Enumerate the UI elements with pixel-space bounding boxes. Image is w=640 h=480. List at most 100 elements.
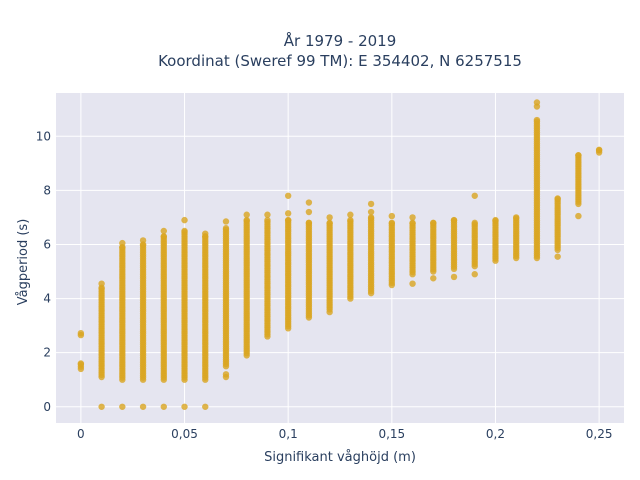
y-tick-label-3: 6	[43, 237, 51, 251]
data-column-1	[98, 280, 105, 410]
data-point	[595, 146, 603, 154]
data-point	[222, 218, 230, 225]
data-point	[305, 199, 313, 206]
data-point	[98, 280, 105, 287]
data-markers	[77, 99, 603, 410]
data-point	[575, 212, 582, 220]
data-point	[471, 271, 478, 278]
data-column-21	[513, 214, 520, 262]
tick-labels: 0 0,05 0,1 0,15 0,2 0,25 0 2 4 6 8 10	[36, 129, 613, 441]
data-column-12	[326, 214, 333, 316]
y-axis-title: Vågperiod (s)	[16, 219, 31, 306]
data-column-5	[181, 216, 188, 410]
data-point	[243, 216, 250, 224]
data-point	[98, 403, 105, 410]
data-point	[160, 233, 167, 240]
data-point	[284, 192, 292, 199]
data-column-2	[119, 239, 126, 410]
data-point	[202, 230, 209, 237]
y-tick-label-0: 0	[43, 400, 51, 414]
data-column-0	[77, 329, 85, 373]
data-point	[264, 211, 271, 218]
data-point	[430, 275, 437, 282]
chart-title-line-2: Koordinat (Sweref 99 TM): E 354402, N 62…	[158, 52, 522, 70]
data-point	[139, 403, 147, 410]
x-tick-label-3: 0,15	[378, 427, 405, 441]
data-point	[430, 219, 437, 227]
data-point	[533, 116, 541, 124]
data-column-9	[264, 211, 271, 340]
data-point	[222, 371, 230, 378]
data-column-19	[471, 192, 478, 278]
data-point	[305, 219, 313, 227]
data-column-4	[160, 227, 167, 410]
data-column-20	[492, 216, 499, 264]
data-point	[533, 99, 541, 106]
data-point	[575, 152, 582, 159]
data-point	[326, 214, 333, 221]
data-point	[160, 227, 167, 235]
data-column-16	[409, 214, 416, 287]
data-point	[367, 200, 375, 208]
data-point	[181, 227, 188, 235]
data-column-13	[347, 211, 354, 302]
data-point	[139, 237, 147, 244]
data-point	[119, 239, 126, 247]
y-tick-label-1: 2	[43, 346, 51, 360]
data-point	[284, 216, 292, 224]
data-column-22	[533, 99, 541, 262]
data-column-24	[575, 152, 582, 220]
data-point	[202, 403, 209, 410]
data-point	[264, 216, 271, 224]
data-column-7	[222, 218, 230, 381]
data-column-25	[595, 146, 603, 156]
x-tick-label-1: 0,05	[171, 427, 198, 441]
plot-area	[56, 93, 624, 423]
data-point	[471, 192, 478, 199]
data-point	[181, 403, 188, 410]
data-column-18	[450, 216, 458, 281]
data-point	[388, 212, 396, 220]
data-point	[347, 216, 354, 224]
data-point	[181, 216, 188, 224]
data-column-14	[367, 200, 375, 297]
data-column-23	[554, 195, 561, 260]
data-point	[160, 403, 167, 410]
data-point	[119, 403, 126, 410]
data-point	[471, 219, 478, 227]
x-axis-title: Signifikant våghöjd (m)	[264, 450, 416, 465]
data-point	[367, 208, 375, 216]
data-column-17	[430, 219, 437, 282]
data-point	[554, 253, 561, 260]
data-point	[554, 195, 561, 202]
data-point	[450, 273, 458, 281]
data-point	[492, 216, 499, 224]
data-point	[409, 214, 416, 221]
x-tick-label-4: 0,2	[486, 427, 505, 441]
data-point	[243, 211, 250, 218]
x-tick-label-2: 0,1	[279, 427, 298, 441]
x-tick-label-0: 0	[77, 427, 85, 441]
data-point	[326, 219, 333, 227]
data-point	[513, 214, 520, 221]
data-point	[409, 280, 416, 287]
data-point	[77, 329, 85, 337]
data-column-8	[243, 211, 250, 359]
x-tick-label-5: 0,25	[586, 427, 613, 441]
data-column-11	[305, 199, 313, 321]
data-point	[347, 211, 354, 218]
data-point	[388, 219, 396, 227]
data-column-3	[139, 237, 147, 410]
data-point	[222, 225, 230, 232]
data-column-15	[388, 212, 396, 289]
data-column-6	[202, 230, 209, 410]
data-point	[284, 210, 292, 217]
chart-title-line-1: År 1979 - 2019	[284, 31, 397, 50]
data-point	[77, 360, 85, 367]
data-point	[450, 216, 458, 224]
data-point	[305, 208, 313, 216]
y-tick-label-5: 10	[36, 129, 51, 143]
data-point	[409, 219, 416, 227]
